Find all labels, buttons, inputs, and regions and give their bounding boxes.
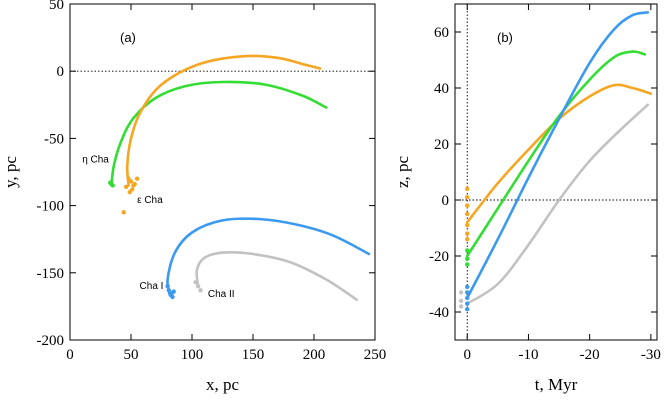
panel-b-xtick-label: -30 xyxy=(641,347,661,363)
panel-a-ytick-label: -100 xyxy=(37,199,65,215)
panel-a-member-point xyxy=(123,184,129,189)
panel-a-series-line xyxy=(195,251,358,301)
panel-b-label: (b) xyxy=(497,30,513,45)
panel-b-member-point xyxy=(465,256,470,261)
panel-b-series-line xyxy=(465,83,653,224)
panel-b-member-point xyxy=(465,237,470,242)
panel-b-ytick-label: -20 xyxy=(429,249,449,265)
panel-a-ytick-label: -50 xyxy=(44,131,64,147)
panel-b-member-point xyxy=(465,186,470,191)
panel-b-member-point xyxy=(465,203,470,208)
panel-a-member-point xyxy=(165,284,170,289)
panel-a-label: (a) xyxy=(120,30,136,45)
panel-b-member-point xyxy=(465,307,470,312)
panel-b-member-point xyxy=(465,295,470,301)
panel-a-series-line xyxy=(125,54,322,187)
panel-a-member-point xyxy=(121,210,126,215)
panel-b-member-point xyxy=(465,301,470,306)
panel-a-xlabel: x, pc xyxy=(206,375,240,394)
panel-b-member-point xyxy=(458,298,464,303)
panel-b-xtick-label: -20 xyxy=(580,347,600,363)
panel-a-frame xyxy=(69,3,376,341)
panel-b-series-line xyxy=(465,11,650,300)
panel-a-ylabel: y, pc xyxy=(1,156,20,188)
panel-a-member-point xyxy=(195,284,201,289)
panel-a-ytick-label: 50 xyxy=(49,0,64,13)
panel-a-ytick-label: -150 xyxy=(37,266,65,282)
panel-a-annotation: Cha II xyxy=(208,289,235,300)
panel-a-member-point xyxy=(198,288,203,293)
panel-b-ytick-label: 0 xyxy=(442,193,450,209)
panel-b-xtick-label: 0 xyxy=(463,347,471,363)
panel-b-member-point xyxy=(465,231,470,236)
panel-a-xtick-label: 0 xyxy=(66,347,74,363)
panel-b-ytick-label: 20 xyxy=(434,137,449,153)
panel-a-ytick-label: -200 xyxy=(37,333,65,349)
panel-a-annotation: Cha I xyxy=(140,281,164,292)
panel-a-series-line xyxy=(110,80,328,186)
panel-b-member-point xyxy=(465,262,470,267)
panel-b-member-point xyxy=(465,223,470,228)
panel-b-ytick-label: -40 xyxy=(429,305,449,321)
panel-a-xtick-label: 250 xyxy=(364,347,387,363)
panel-a-member-point xyxy=(171,289,176,294)
panel-b-member-point xyxy=(458,290,464,295)
panel-a-xtick-label: 150 xyxy=(242,347,265,363)
panel-b-xtick-label: -10 xyxy=(518,347,538,363)
panel-b-member-point xyxy=(458,304,464,309)
panel-a-annotation: ε Cha xyxy=(137,195,163,206)
panel-a-xtick-label: 200 xyxy=(303,347,326,363)
panel-b-member-point xyxy=(465,284,470,289)
panel-a-ytick-label: 0 xyxy=(57,64,65,80)
panel-b-member-point xyxy=(465,211,470,217)
panel-b-xlabel: t, Myr xyxy=(535,375,578,394)
panel-b-ytick-label: 60 xyxy=(434,25,449,41)
panel-a-xtick-label: 100 xyxy=(181,347,204,363)
panel-b-ytick-label: 40 xyxy=(434,81,449,97)
panel-a-member-point xyxy=(193,280,198,285)
panel-b-member-point xyxy=(465,195,470,200)
panel-a-member-point xyxy=(166,288,172,293)
panel-b-series-line xyxy=(465,103,650,305)
panel-a-member-point xyxy=(134,176,140,181)
panel-a-series-line xyxy=(166,217,371,297)
panel-b-member-point xyxy=(465,248,470,253)
panel-a-annotation: η Cha xyxy=(82,155,109,166)
panel-b-series-line xyxy=(465,50,647,258)
panel-a-xtick-label: 50 xyxy=(124,347,139,363)
panel-b-member-point xyxy=(465,290,470,295)
panel-a-member-point xyxy=(132,181,137,187)
panel-b-ylabel: z, pc xyxy=(393,156,412,189)
panel-a-member-point xyxy=(130,187,135,192)
panel-b-frame xyxy=(454,3,658,341)
panel-a-member-point xyxy=(128,179,134,184)
panel-a-member-point xyxy=(108,180,113,185)
